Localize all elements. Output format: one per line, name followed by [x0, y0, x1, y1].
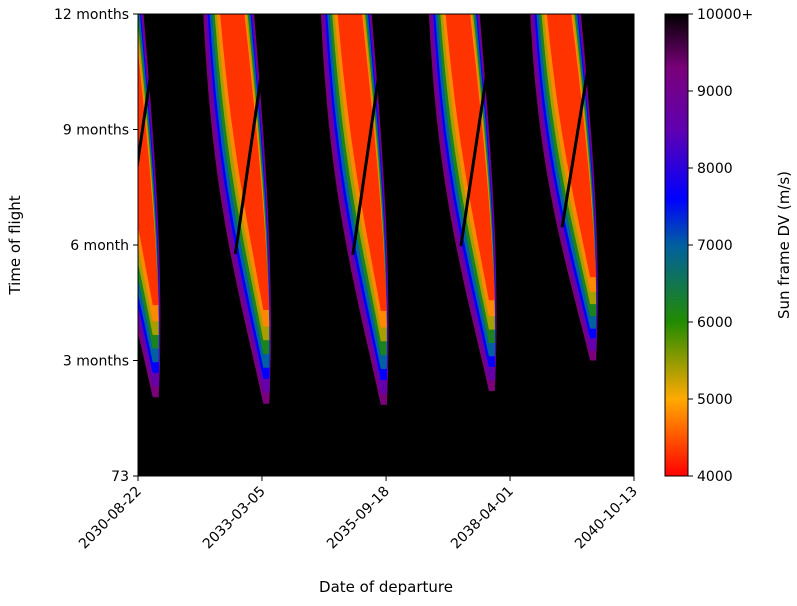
- launch-window-plume: [320, 14, 390, 405]
- x-tick-label: 2035-09-18: [324, 484, 393, 553]
- colorbar-tick-label: 4000: [697, 469, 733, 485]
- heatmap-launch-windows: [138, 14, 599, 405]
- colorbar-tick-label: 8000: [697, 161, 733, 177]
- colorbar-tick-label: 10000+: [697, 7, 753, 23]
- colorbar-tick-label: 6000: [697, 315, 733, 331]
- colorbar: 4000 5000 6000 7000 8000 9000 10000+ Sun frame…: [664, 7, 793, 485]
- colorbar-tick-label: 9000: [697, 84, 733, 100]
- plume-band: [337, 14, 387, 311]
- launch-window-plume: [428, 14, 498, 391]
- launch-window-plume: [203, 14, 272, 404]
- plume-band: [546, 14, 597, 278]
- colorbar-tick-label: 5000: [697, 392, 733, 408]
- colorbar-tick-label: 7000: [697, 238, 733, 254]
- y-axis-title: Time of flight: [6, 195, 24, 295]
- plume-discontinuity: [138, 14, 162, 171]
- plume-band: [445, 14, 495, 301]
- plume-discontinuity: [459, 14, 498, 247]
- y-tick-label: 12 months: [54, 7, 129, 23]
- colorbar-ticks: 4000 5000 6000 7000 8000 9000 10000+: [688, 7, 753, 485]
- plume-discontinuity: [560, 14, 599, 228]
- launch-window-plume: [530, 14, 599, 361]
- launch-window-plume: [138, 14, 162, 398]
- y-tick-label: 9 months: [63, 123, 129, 139]
- plume-discontinuity: [233, 14, 272, 255]
- y-tick-label: 3 months: [63, 354, 129, 370]
- heatmap-plot-area: [137, 13, 635, 477]
- y-tick-label: 73: [111, 469, 129, 485]
- plume-band: [220, 14, 270, 310]
- plume-discontinuity: [351, 14, 390, 256]
- y-axis: 73 3 months 6 month 9 months 12 months: [54, 7, 138, 485]
- colorbar-title: Sun frame DV (m/s): [775, 171, 793, 319]
- x-tick-label: 2033-03-05: [200, 484, 269, 553]
- x-axis-title: Date of departure: [319, 578, 453, 596]
- y-tick-label: 6 month: [70, 238, 129, 254]
- colorbar-gradient: [664, 13, 689, 477]
- x-tick-label: 2030-08-22: [76, 484, 145, 553]
- x-tick-label: 2040-10-13: [572, 484, 641, 553]
- x-tick-label: 2038-04-01: [448, 484, 517, 553]
- x-axis: 2030-08-22 2033-03-05 2035-09-18 2038-04-01…: [76, 476, 641, 552]
